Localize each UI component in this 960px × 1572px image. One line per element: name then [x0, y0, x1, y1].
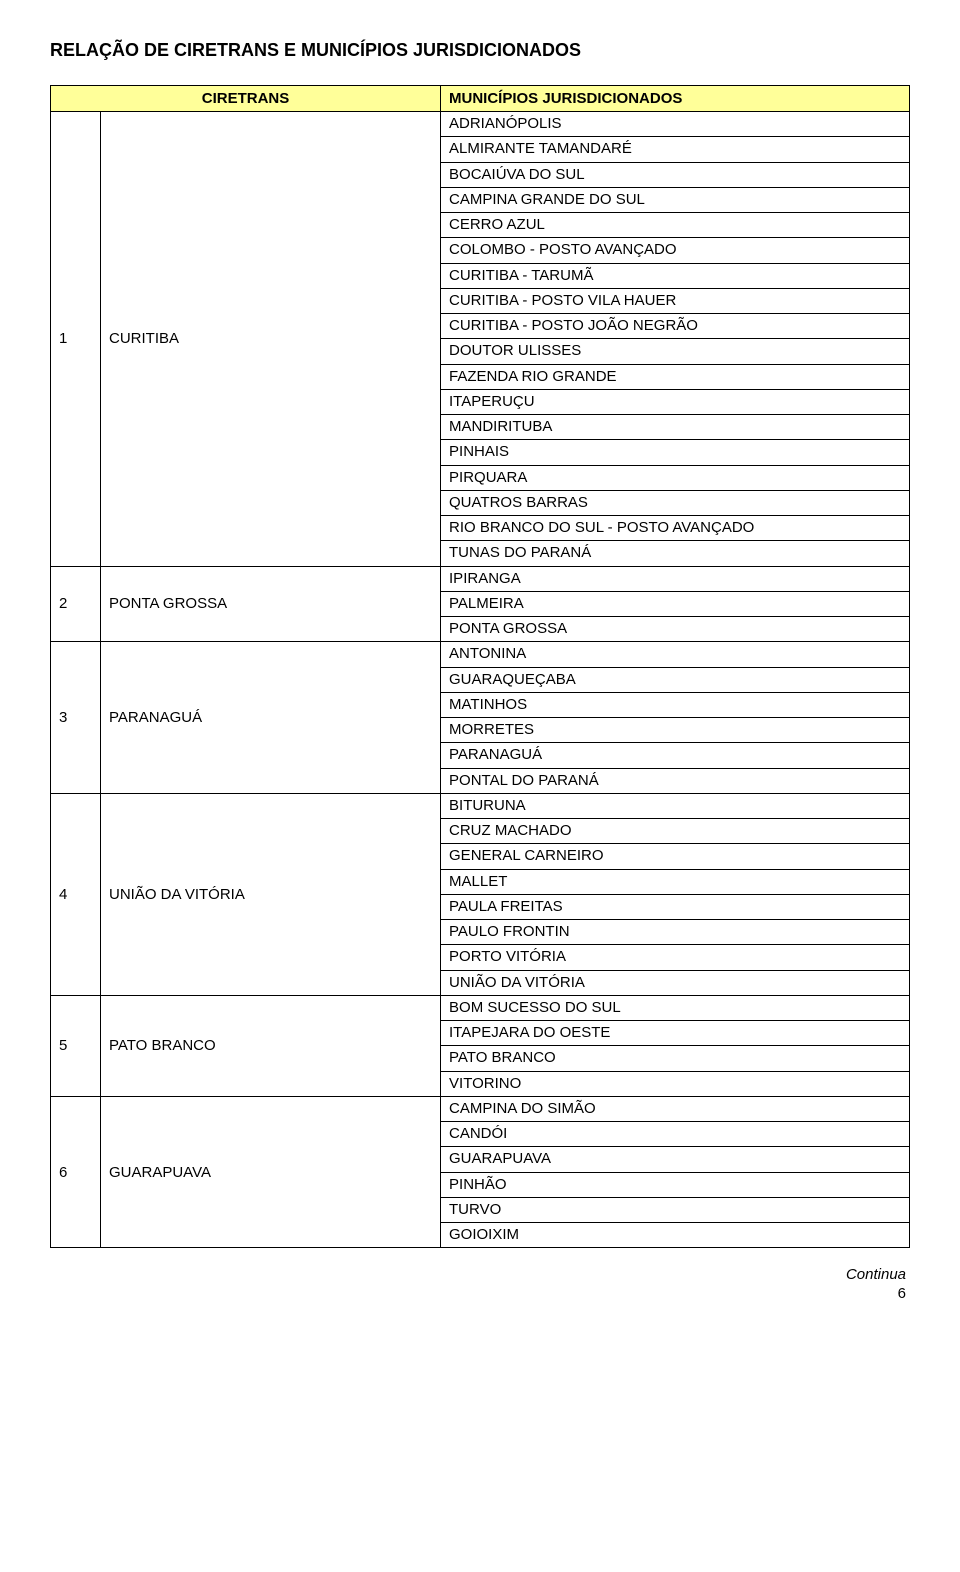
municipio-cell: GUARAQUEÇABA: [441, 667, 910, 692]
municipio-cell: MANDIRITUBA: [441, 415, 910, 440]
municipio-cell: GUARAPUAVA: [441, 1147, 910, 1172]
municipio-cell: MALLET: [441, 869, 910, 894]
municipio-cell: ITAPERUÇU: [441, 389, 910, 414]
municipio-cell: VITORINO: [441, 1071, 910, 1096]
municipio-cell: CANDÓI: [441, 1122, 910, 1147]
municipio-cell: CURITIBA - POSTO VILA HAUER: [441, 288, 910, 313]
municipio-cell: CAMPINA DO SIMÃO: [441, 1096, 910, 1121]
ciretrans-name: PATO BRANCO: [101, 995, 441, 1096]
table-row: 1CURITIBAADRIANÓPOLIS: [51, 112, 910, 137]
municipio-cell: PONTAL DO PARANÁ: [441, 768, 910, 793]
municipio-cell: TURVO: [441, 1197, 910, 1222]
municipio-cell: TUNAS DO PARANÁ: [441, 541, 910, 566]
municipio-cell: ITAPEJARA DO OESTE: [441, 1021, 910, 1046]
municipio-cell: CERRO AZUL: [441, 213, 910, 238]
table-row: 2PONTA GROSSAIPIRANGA: [51, 566, 910, 591]
municipio-cell: PIRQUARA: [441, 465, 910, 490]
municipio-cell: COLOMBO - POSTO AVANÇADO: [441, 238, 910, 263]
table-row: 6GUARAPUAVACAMPINA DO SIMÃO: [51, 1096, 910, 1121]
municipio-cell: BOM SUCESSO DO SUL: [441, 995, 910, 1020]
municipio-cell: PAULO FRONTIN: [441, 920, 910, 945]
ciretrans-number: 3: [51, 642, 101, 794]
page-number: 6: [898, 1285, 906, 1302]
municipio-cell: BOCAIÚVA DO SUL: [441, 162, 910, 187]
table-row: 3PARANAGUÁANTONINA: [51, 642, 910, 667]
municipio-cell: UNIÃO DA VITÓRIA: [441, 970, 910, 995]
municipio-cell: RIO BRANCO DO SUL - POSTO AVANÇADO: [441, 516, 910, 541]
municipio-cell: CURITIBA - POSTO JOÃO NEGRÃO: [441, 314, 910, 339]
municipio-cell: ADRIANÓPOLIS: [441, 112, 910, 137]
ciretrans-number: 5: [51, 995, 101, 1096]
municipio-cell: PINHÃO: [441, 1172, 910, 1197]
municipio-cell: DOUTOR ULISSES: [441, 339, 910, 364]
municipio-cell: CURITIBA - TARUMÃ: [441, 263, 910, 288]
municipio-cell: BITURUNA: [441, 793, 910, 818]
table-row: 4UNIÃO DA VITÓRIABITURUNA: [51, 793, 910, 818]
page-footer: Continua: [50, 1266, 910, 1283]
ciretrans-name: PARANAGUÁ: [101, 642, 441, 794]
municipio-cell: ANTONINA: [441, 642, 910, 667]
page-title: RELAÇÃO DE CIRETRANS E MUNICÍPIOS JURISD…: [50, 40, 910, 61]
municipio-cell: GOIOIXIM: [441, 1223, 910, 1248]
municipio-cell: PALMEIRA: [441, 591, 910, 616]
ciretrans-number: 2: [51, 566, 101, 642]
table-row: 5PATO BRANCOBOM SUCESSO DO SUL: [51, 995, 910, 1020]
ciretrans-number: 4: [51, 793, 101, 995]
ciretrans-name: UNIÃO DA VITÓRIA: [101, 793, 441, 995]
ciretrans-name: CURITIBA: [101, 112, 441, 567]
municipio-cell: PINHAIS: [441, 440, 910, 465]
municipio-cell: PONTA GROSSA: [441, 617, 910, 642]
municipio-cell: MORRETES: [441, 718, 910, 743]
ciretrans-number: 1: [51, 112, 101, 567]
ciretrans-name: GUARAPUAVA: [101, 1096, 441, 1248]
municipio-cell: PORTO VITÓRIA: [441, 945, 910, 970]
municipio-cell: MATINHOS: [441, 692, 910, 717]
ciretrans-name: PONTA GROSSA: [101, 566, 441, 642]
municipio-cell: ALMIRANTE TAMANDARÉ: [441, 137, 910, 162]
municipio-cell: PARANAGUÁ: [441, 743, 910, 768]
page-number-row: 6: [50, 1285, 910, 1302]
municipio-cell: PATO BRANCO: [441, 1046, 910, 1071]
header-ciretrans: CIRETRANS: [51, 86, 441, 112]
municipio-cell: IPIRANGA: [441, 566, 910, 591]
header-municipios: MUNICÍPIOS JURISDICIONADOS: [441, 86, 910, 112]
municipio-cell: CRUZ MACHADO: [441, 819, 910, 844]
ciretrans-number: 6: [51, 1096, 101, 1248]
municipio-cell: QUATROS BARRAS: [441, 490, 910, 515]
municipio-cell: CAMPINA GRANDE DO SUL: [441, 187, 910, 212]
table-header-row: CIRETRANS MUNICÍPIOS JURISDICIONADOS: [51, 86, 910, 112]
municipio-cell: FAZENDA RIO GRANDE: [441, 364, 910, 389]
ciretrans-table: CIRETRANS MUNICÍPIOS JURISDICIONADOS 1CU…: [50, 85, 910, 1248]
municipio-cell: PAULA FREITAS: [441, 894, 910, 919]
continua-label: Continua: [846, 1266, 906, 1283]
municipio-cell: GENERAL CARNEIRO: [441, 844, 910, 869]
